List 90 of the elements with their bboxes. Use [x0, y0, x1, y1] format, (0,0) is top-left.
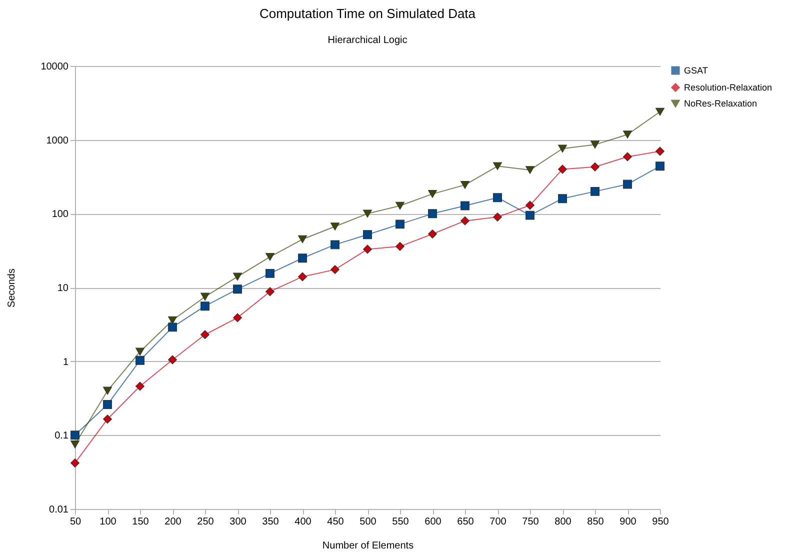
x-tick-label: 250 — [197, 516, 214, 528]
point — [70, 458, 80, 468]
point — [428, 190, 437, 198]
point — [493, 162, 502, 170]
x-tick-label: 950 — [652, 516, 670, 528]
point — [460, 181, 470, 189]
point — [103, 400, 112, 410]
point — [233, 272, 242, 281]
point — [428, 209, 437, 218]
point — [233, 284, 242, 294]
y-axis-title: Seconds — [6, 268, 18, 308]
x-tick-label: 850 — [587, 516, 604, 528]
point — [200, 292, 210, 301]
point — [200, 330, 210, 340]
point — [168, 316, 177, 324]
point — [590, 162, 600, 172]
point — [590, 140, 600, 149]
point — [460, 216, 470, 226]
y-tick-label: 0.01 — [49, 504, 69, 516]
point — [266, 287, 274, 296]
point — [656, 108, 664, 116]
point — [298, 235, 307, 244]
legend-label: Resolution-Relaxation — [684, 82, 772, 92]
y-tick-label: 10 — [57, 283, 69, 294]
point — [168, 322, 177, 332]
x-tick-label: 550 — [392, 516, 410, 528]
point — [363, 210, 372, 218]
point — [103, 386, 112, 395]
point — [70, 440, 80, 448]
y-tick-label: 0.1 — [54, 430, 69, 442]
point — [526, 200, 534, 210]
x-tick-label: 50 — [70, 516, 82, 528]
point — [460, 201, 470, 210]
point — [330, 265, 340, 274]
point — [590, 186, 600, 196]
x-axis-title: Number of Elements — [322, 540, 414, 552]
point — [266, 268, 274, 278]
y-tick-label: 1 — [62, 356, 69, 368]
point — [558, 144, 567, 153]
chart-subtitle: Hierarchical Logic — [328, 35, 408, 46]
point — [623, 130, 632, 138]
y-tick-label: 1000 — [46, 135, 69, 146]
point — [493, 193, 502, 202]
point — [493, 212, 502, 222]
x-tick-label: 650 — [457, 516, 474, 528]
point — [200, 302, 210, 311]
legend-label: GSAT — [684, 66, 708, 76]
x-tick-label: 800 — [554, 516, 572, 528]
chart-title: Computation Time on Simulated Data — [259, 6, 476, 21]
point — [136, 356, 144, 365]
x-tick-label: 600 — [424, 516, 442, 528]
point — [298, 272, 307, 282]
legend-label: NoRes-Relaxation — [684, 98, 758, 108]
point — [266, 252, 274, 261]
x-tick-label: 150 — [132, 516, 150, 528]
point — [396, 242, 404, 251]
y-tick-label: 100 — [52, 209, 69, 220]
point — [363, 244, 372, 254]
point — [396, 202, 404, 210]
point — [330, 222, 340, 230]
point — [526, 210, 534, 220]
point — [396, 220, 404, 229]
x-tick-label: 100 — [100, 516, 117, 528]
x-tick-label: 350 — [262, 516, 280, 528]
x-tick-label: 450 — [327, 516, 344, 528]
point — [558, 194, 567, 204]
x-tick-label: 700 — [490, 516, 507, 528]
x-tick-label: 300 — [230, 516, 247, 528]
point — [168, 355, 177, 364]
point — [558, 164, 567, 174]
point — [526, 166, 534, 174]
point — [428, 230, 437, 239]
point — [656, 162, 664, 171]
point — [330, 240, 340, 250]
x-tick-label: 900 — [620, 516, 637, 528]
point — [233, 313, 242, 322]
point — [656, 146, 664, 156]
x-tick-label: 500 — [360, 516, 377, 528]
point — [298, 254, 307, 263]
point — [623, 180, 632, 189]
y-tick-label: 10000 — [40, 62, 69, 72]
point — [70, 430, 80, 440]
point — [136, 348, 144, 356]
point — [363, 230, 372, 240]
point — [623, 152, 632, 162]
point — [103, 414, 112, 424]
point — [136, 382, 144, 391]
x-tick-label: 200 — [164, 516, 182, 528]
x-tick-label: 400 — [294, 516, 312, 528]
x-tick-label: 750 — [522, 516, 540, 528]
